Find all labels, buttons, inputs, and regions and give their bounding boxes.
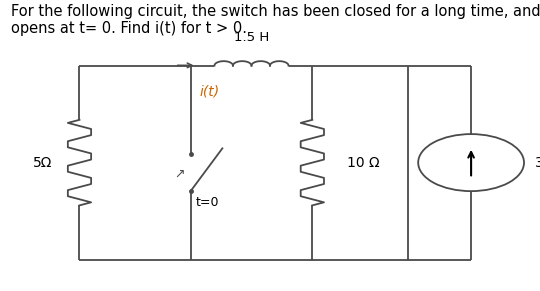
- Text: 3 A: 3 A: [535, 156, 540, 170]
- Text: i(t): i(t): [199, 84, 219, 98]
- Text: 10 Ω: 10 Ω: [347, 156, 380, 170]
- Text: 5Ω: 5Ω: [33, 156, 52, 170]
- Text: opens at t= 0. Find i(t) for t > 0.: opens at t= 0. Find i(t) for t > 0.: [11, 22, 247, 36]
- Text: 1.5 H: 1.5 H: [234, 31, 269, 44]
- Text: For the following circuit, the switch has been closed for a long time, and it: For the following circuit, the switch ha…: [11, 4, 540, 19]
- Text: t=0: t=0: [196, 196, 219, 209]
- Text: $\nearrow$: $\nearrow$: [172, 168, 186, 180]
